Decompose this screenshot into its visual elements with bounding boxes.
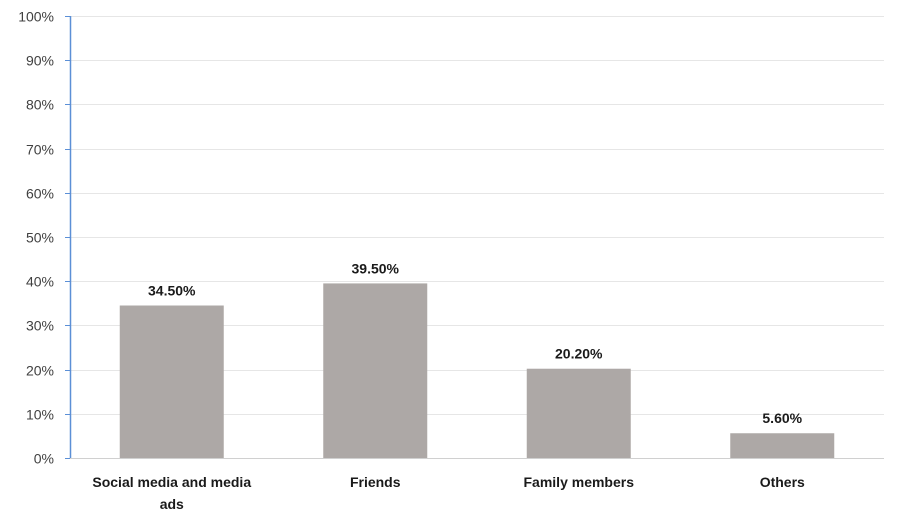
bar	[119, 305, 224, 458]
y-tick-label: 80%	[26, 97, 54, 113]
category-label-line: Family members	[524, 474, 635, 490]
bar	[526, 368, 631, 458]
category-label-line: Friends	[350, 474, 401, 490]
y-tick-label: 0%	[34, 451, 54, 467]
category-label: Social media and media ads	[92, 474, 251, 512]
category-label-line: Others	[760, 474, 805, 490]
category-label: Others	[760, 474, 805, 490]
category-labels: Social media and media ads Friends Family m…	[92, 474, 805, 512]
data-label: 34.50%	[148, 283, 196, 299]
data-labels: 34.50% 39.50% 20.20% 5.60%	[148, 260, 803, 426]
bar	[730, 433, 835, 458]
y-tick-label: 70%	[26, 142, 54, 158]
category-label-line: ads	[160, 496, 184, 512]
y-tick-labels: 0% 10% 20% 30% 40% 50% 60% 70% 80% 90% 100%	[18, 9, 54, 467]
category-label-line: Social media and media	[92, 474, 251, 490]
y-tick-label: 40%	[26, 274, 54, 290]
bars	[119, 283, 835, 458]
category-label: Friends	[350, 474, 401, 490]
data-label: 20.20%	[555, 346, 603, 362]
y-tick-label: 20%	[26, 363, 54, 379]
data-label: 39.50%	[352, 260, 400, 276]
category-label: Family members	[524, 474, 635, 490]
data-label: 5.60%	[762, 410, 802, 426]
y-tick-label: 50%	[26, 230, 54, 246]
y-tick-label: 90%	[26, 53, 54, 69]
y-tick-label: 60%	[26, 186, 54, 202]
bar	[323, 283, 428, 458]
y-tick-label: 100%	[18, 9, 54, 25]
y-tick-label: 30%	[26, 318, 54, 334]
axes	[65, 16, 884, 459]
y-tick-label: 10%	[26, 407, 54, 423]
